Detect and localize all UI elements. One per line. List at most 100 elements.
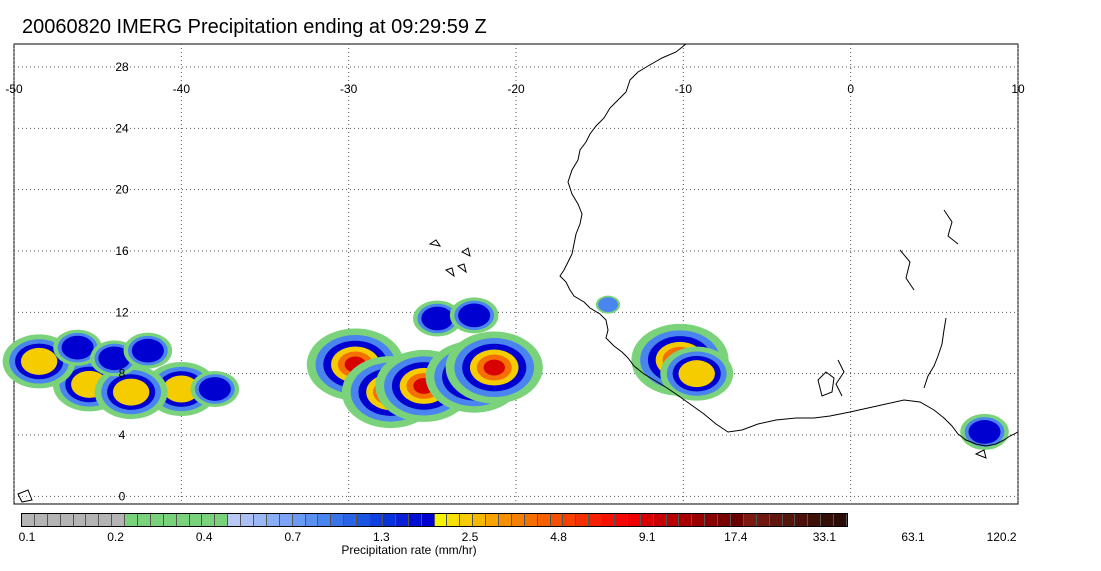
cape-verde-2 — [461, 247, 471, 257]
colorbar-swatch — [614, 514, 628, 526]
precip-contour — [163, 375, 200, 403]
colorbar-swatch — [730, 514, 744, 526]
lat-tick-label: 8 — [119, 367, 126, 381]
colorbar-tick-label: 4.8 — [550, 530, 567, 544]
colorbar-swatch — [408, 514, 422, 526]
lat-tick-label: 12 — [115, 305, 129, 319]
colorbar-swatch — [99, 514, 113, 526]
colorbar-tick-label: 0.4 — [195, 530, 213, 544]
colorbar-swatch — [125, 514, 139, 526]
colorbar-swatch — [163, 514, 177, 526]
lon-tick-label: -50 — [5, 82, 23, 96]
precip-contour — [968, 420, 1001, 444]
colorbar-swatch — [447, 514, 461, 526]
coastline-layer — [17, 43, 1019, 503]
colorbar-swatch — [834, 514, 847, 526]
precip-cell — [123, 332, 173, 369]
precip-contour — [483, 359, 505, 376]
sw-island — [17, 489, 33, 503]
colorbar-swatch — [705, 514, 719, 526]
colorbar-tick-label: 63.1 — [901, 530, 925, 544]
precip-cell — [94, 365, 168, 420]
colorbar-swatch — [795, 514, 809, 526]
colorbar-swatch — [189, 514, 203, 526]
lon-tick-label: 0 — [847, 82, 854, 96]
colorbar-swatch — [279, 514, 293, 526]
lon-tick-label: -30 — [340, 82, 358, 96]
lat-tick-label: 4 — [119, 428, 126, 442]
colorbar-swatch — [228, 514, 242, 526]
west-africa-coastline — [559, 43, 1019, 447]
colorbar-swatch — [138, 514, 151, 526]
colorbar-swatch — [34, 514, 48, 526]
precip-cell — [53, 329, 102, 366]
precip-contour — [61, 335, 94, 360]
colorbar-title: Precipitation rate (mm/hr) — [341, 543, 477, 557]
colorbar-swatch — [511, 514, 525, 526]
colorbar — [21, 513, 848, 527]
precip-cell — [445, 331, 543, 404]
map-title: 20060820 IMERG Precipitation ending at 0… — [22, 16, 487, 38]
precip-cell — [449, 297, 499, 334]
lat-tick-label: 20 — [115, 183, 129, 197]
colorbar-swatch — [112, 514, 126, 526]
tick-labels: -50 -40 -30 -20 -10 0 10 28 24 20 16 12 8 4 0 — [5, 60, 1025, 503]
colorbar-swatch — [382, 514, 396, 526]
graticule — [13, 44, 1019, 504]
gulf-island — [974, 449, 987, 459]
colorbar-swatch — [653, 514, 667, 526]
colorbar-swatch — [473, 514, 487, 526]
colorbar-swatch — [331, 514, 345, 526]
colorbar-swatch — [176, 514, 190, 526]
colorbar-swatch — [150, 514, 164, 526]
lat-tick-label: 0 — [119, 489, 126, 503]
colorbar-swatch — [743, 514, 757, 526]
colorbar-swatch — [73, 514, 87, 526]
colorbar-swatch — [666, 514, 680, 526]
cape-verde-4 — [456, 263, 467, 274]
lat-tick-label: 24 — [115, 121, 129, 135]
colorbar-swatch — [60, 514, 74, 526]
colorbar-tick-label: 9.1 — [638, 530, 656, 544]
lon-tick-label: 10 — [1011, 82, 1025, 96]
colorbar-tick-label: 2.5 — [461, 530, 479, 544]
colorbar-tick-label: 0.1 — [18, 530, 36, 544]
precip-cell — [660, 346, 734, 401]
lon-tick-label: -10 — [675, 82, 693, 96]
river-3 — [943, 209, 959, 245]
colorbar-swatch — [47, 514, 61, 526]
colorbar-swatch — [22, 514, 35, 526]
colorbar-swatch — [434, 514, 448, 526]
colorbar-swatch — [395, 514, 409, 526]
cape-verde-3 — [444, 267, 455, 278]
colorbar-swatch — [266, 514, 280, 526]
colorbar-swatch — [421, 514, 435, 526]
precip-contour — [678, 360, 715, 388]
colorbar-swatch — [254, 514, 267, 526]
colorbar-swatch — [589, 514, 603, 526]
precipitation-layer — [2, 295, 1009, 450]
cape-verde-1 — [428, 239, 442, 247]
colorbar-swatch — [627, 514, 641, 526]
colorbar-swatch — [563, 514, 577, 526]
colorbar-tick-label: 1.3 — [373, 530, 390, 544]
precip-contour — [20, 347, 58, 375]
map-frame — [13, 43, 1019, 505]
colorbar-swatch — [292, 514, 306, 526]
colorbar-swatch — [344, 514, 358, 526]
colorbar-swatch — [486, 514, 499, 526]
precip-cell — [960, 413, 1009, 450]
colorbar-swatch — [498, 514, 512, 526]
colorbar-swatch — [679, 514, 693, 526]
lon-tick-label: -40 — [173, 82, 191, 96]
colorbar-swatch — [305, 514, 319, 526]
colorbar-tick-label: 17.4 — [724, 530, 748, 544]
colorbar-swatch — [537, 514, 551, 526]
colorbar-swatch — [692, 514, 706, 526]
colorbar-swatch — [370, 514, 383, 526]
colorbar-swatch — [640, 514, 654, 526]
colorbar-tick-label: 0.7 — [284, 530, 302, 544]
colorbar-swatch — [602, 514, 615, 526]
lat-tick-label: 28 — [115, 60, 129, 74]
colorbar-swatch — [241, 514, 255, 526]
